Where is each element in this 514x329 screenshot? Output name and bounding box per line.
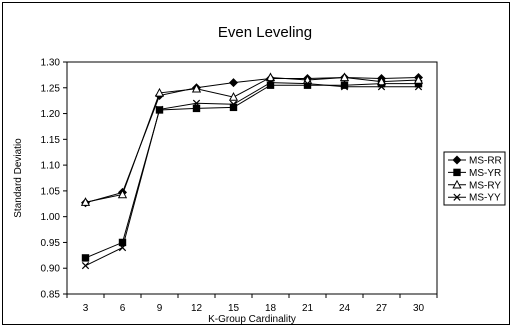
- legend-label: MS-YY: [469, 193, 501, 204]
- y-tick-label: 1.00: [41, 212, 61, 223]
- x-axis: 3 6 9 12 15 18 21 24 27 30: [66, 294, 438, 314]
- data-point: [340, 81, 349, 89]
- data-point: [228, 78, 239, 88]
- legend-item: MS-RR: [448, 155, 502, 167]
- series-line: [85, 76, 419, 203]
- legend-label: MS-RR: [469, 156, 502, 167]
- x-tick-label: 6: [120, 303, 126, 314]
- x-axis-label: K-Group Cardinality: [208, 314, 296, 325]
- series-ms-ry: [80, 72, 424, 206]
- legend-label: MS-YR: [469, 168, 501, 179]
- y-tick-label: 0.85: [41, 290, 61, 301]
- data-point: [377, 83, 386, 91]
- x-tick-label: 24: [339, 303, 351, 314]
- series-ms-yy: [81, 78, 423, 270]
- y-tick-label: 1.20: [41, 109, 61, 120]
- data-point: [340, 83, 349, 91]
- y-tick-label: 1.15: [41, 135, 61, 146]
- data-point: [303, 80, 312, 88]
- data-point: [192, 104, 201, 113]
- data-point: [117, 189, 128, 199]
- data-point: [81, 254, 90, 262]
- x-tick-label: 21: [302, 303, 314, 314]
- data-point: [229, 100, 238, 108]
- series-line: [85, 82, 419, 267]
- x-tick-label: 12: [191, 303, 203, 314]
- data-point: [339, 72, 350, 82]
- legend-item: MS-YY: [448, 193, 501, 204]
- y-tick-label: 1.25: [41, 83, 61, 94]
- data-point: [191, 83, 202, 93]
- legend-swatch-marker: [453, 193, 461, 201]
- data-point: [414, 83, 423, 91]
- data-point: [376, 76, 387, 86]
- legend-label: MS-RY: [469, 180, 501, 191]
- y-axis-label: Standard Deviatio: [13, 138, 24, 218]
- x-tick-label: 3: [83, 303, 89, 314]
- x-tick-label: 9: [157, 303, 163, 314]
- y-tick-label: 1.10: [41, 161, 61, 172]
- x-tick-label: 15: [228, 303, 240, 314]
- x-tick-label: 27: [376, 303, 388, 314]
- legend-swatch-marker: [453, 168, 461, 177]
- series-line: [85, 83, 419, 259]
- y-axis: 0.85 0.90 0.95 1.00 1.05 1.10 1.15 1.20 1.25 1.30: [41, 58, 67, 301]
- legend-item: MS-RY: [448, 179, 501, 191]
- chart-title: Even Leveling: [218, 24, 312, 41]
- data-point: [118, 238, 127, 247]
- legend-item: MS-YR: [448, 168, 501, 179]
- data-point: [81, 262, 90, 270]
- data-point: [228, 91, 239, 101]
- data-point: [192, 99, 201, 107]
- y-tick-label: 0.95: [41, 238, 61, 249]
- data-point: [413, 74, 424, 84]
- data-point: [154, 87, 165, 97]
- data-point: [229, 103, 238, 112]
- y-tick-label: 1.30: [41, 58, 61, 69]
- y-tick-label: 0.90: [41, 264, 61, 275]
- data-point: [118, 243, 127, 252]
- series-layer: [80, 72, 424, 270]
- legend-swatch-marker: [452, 179, 462, 189]
- legend-swatch-marker: [452, 155, 462, 165]
- x-tick-label: 30: [413, 303, 425, 314]
- series-ms-yr: [81, 79, 423, 262]
- chart-frame: [2, 2, 510, 325]
- data-point: [265, 72, 276, 82]
- data-point: [266, 78, 275, 87]
- data-point: [155, 105, 164, 114]
- x-tick-label: 18: [265, 303, 277, 314]
- y-tick-label: 1.05: [41, 186, 61, 197]
- data-point: [80, 197, 91, 206]
